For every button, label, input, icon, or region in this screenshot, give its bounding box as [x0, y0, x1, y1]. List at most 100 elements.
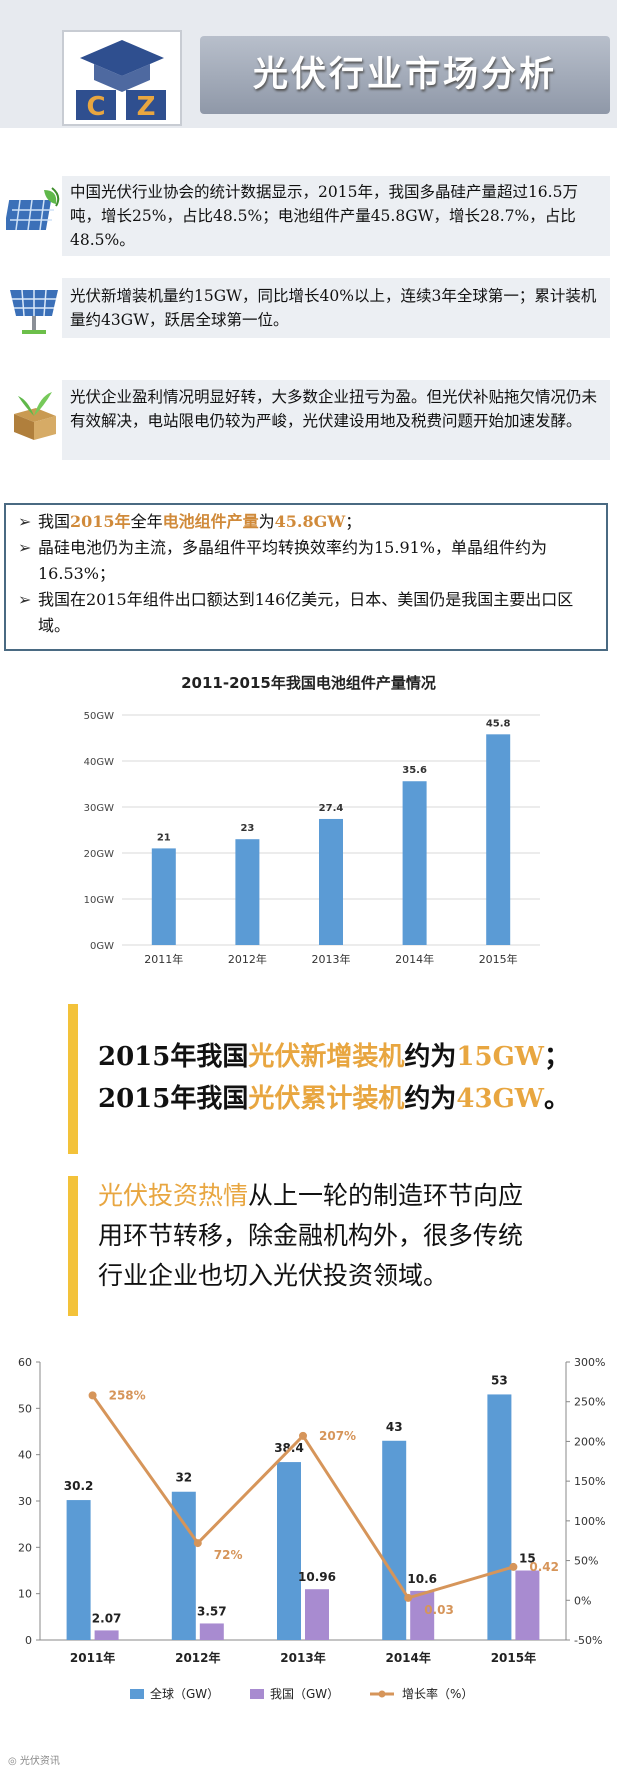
growth-rate-point — [299, 1431, 307, 1440]
info-block-2 — [62, 278, 610, 338]
summary-line-1: ➢ 我国2015年全年电池组件产量为45.8GW； — [12, 509, 600, 535]
data-label: 45.8 — [486, 718, 511, 729]
data-label-china: 10.6 — [407, 1572, 437, 1586]
growth-rate-point — [509, 1562, 518, 1571]
growth-rate-point — [404, 1593, 413, 1602]
data-label-china: 15 — [519, 1552, 536, 1566]
growth-rate-label: 0.42 — [529, 1560, 559, 1574]
info-block-3 — [62, 380, 610, 460]
data-label: 21 — [157, 832, 171, 843]
bar-global — [171, 1491, 196, 1640]
growth-rate-point — [88, 1391, 97, 1400]
x-tick-label: 2011年 — [70, 1650, 115, 1665]
bar-global — [277, 1462, 301, 1640]
page-title: 光伏行业市场分析 — [252, 55, 557, 95]
x-tick-label: 2015年 — [479, 952, 518, 966]
y-right-tick-label: 50% — [574, 1555, 598, 1568]
bar — [402, 781, 427, 945]
y-right-tick-label: 200% — [574, 1435, 605, 1448]
x-tick-label: 2013年 — [280, 1650, 325, 1665]
chart1-title: 2011-2015年我国电池组件产量情况 — [181, 674, 436, 692]
info-text-3: 光伏企业盈利情况明显好转，大多数企业扭亏为盈。但光伏补贴拖欠情况仍未有效解决，电… — [70, 388, 598, 430]
data-label-global: 53 — [491, 1373, 508, 1387]
production-bar-chart: 0GW 10GW 20GW 30GW 40GW 50GW 21 2011年 23 2012年 27.… — [84, 711, 540, 966]
data-label-global: 43 — [386, 1420, 403, 1434]
callout-accent-bar — [68, 1176, 78, 1316]
bar-global — [382, 1440, 407, 1640]
installation-callout: 2015年我国光伏新增装机约为15GW； 2015年我国光伏累计装机约为43GW… — [98, 1042, 571, 1114]
seedling-box-icon — [6, 386, 62, 442]
legend-label: 我国（GW） — [270, 1687, 339, 1701]
legend-swatch — [378, 1690, 386, 1698]
arrow-right-icon: ➢ — [18, 538, 32, 557]
info-text-1: 中国光伏行业协会的统计数据显示，2015年，我国多晶硅产量超过16.5万吨，增长… — [70, 183, 578, 249]
growth-rate-label: 0.03 — [424, 1603, 454, 1617]
legend-label: 增长率（%） — [402, 1686, 473, 1701]
arrow-right-icon: ➢ — [18, 590, 32, 609]
growth-rate-label: 207% — [319, 1429, 356, 1443]
y-tick-label: 40GW — [84, 757, 114, 768]
y-right-tick-label: 0% — [574, 1594, 591, 1607]
company-logo: C Z — [62, 30, 182, 126]
bar-global — [487, 1394, 512, 1640]
bar — [235, 839, 260, 945]
arrow-right-icon: ➢ — [18, 512, 32, 531]
info-block-1 — [62, 176, 610, 256]
data-label: 27.4 — [319, 803, 344, 814]
legend-swatch — [130, 1689, 144, 1699]
x-tick-label: 2012年 — [175, 1650, 220, 1665]
y-left-tick-label: 40 — [18, 1449, 32, 1462]
y-left-tick-label: 20 — [18, 1541, 32, 1554]
summary-box: ➢ 我国2015年全年电池组件产量为45.8GW； ➢ 晶硅电池仍为主流，多晶组件平… — [4, 503, 608, 651]
data-label-global: 32 — [175, 1471, 192, 1485]
y-left-tick-label: 10 — [18, 1588, 32, 1601]
x-tick-label: 2015年 — [491, 1650, 536, 1665]
installation-combo-chart: 0 10 20 30 40 50 60 -50% 0% 50% 100% 150% 200% 250% 30… — [18, 1356, 605, 1701]
legend-swatch — [250, 1689, 264, 1699]
svg-text:Z: Z — [137, 92, 156, 122]
info-text-2: 光伏新增装机量约15GW，同比增长40%以上，连续3年全球第一；累计装机量约43… — [70, 287, 597, 329]
data-label-china: 10.96 — [298, 1570, 336, 1584]
x-tick-label: 2014年 — [395, 952, 434, 966]
bar — [151, 848, 176, 945]
investment-callout: 光伏投资热情从上一轮的制造环节向应用环节转移，除金融机构外，很多传统行业企业也切… — [98, 1181, 524, 1290]
solar-panel-leaf-icon — [3, 184, 62, 240]
x-tick-label: 2012年 — [228, 952, 267, 966]
solar-panel-icon — [6, 282, 62, 338]
bar-china — [410, 1590, 435, 1640]
bar-china — [94, 1630, 119, 1640]
data-label-china: 3.57 — [197, 1604, 227, 1618]
summary-line-3: ➢ 我国在2015年组件出口额达到146亿美元，日本、美国仍是我国主要出口区域。 — [12, 587, 600, 639]
x-tick-label: 2011年 — [144, 952, 183, 966]
summary-line-2: ➢ 晶硅电池仍为主流，多晶组件平均转换效率约为15.91%，单晶组件约为16.53… — [12, 535, 600, 587]
growth-rate-label: 72% — [214, 1548, 243, 1562]
callout-accent-bar — [68, 1004, 78, 1154]
x-tick-label: 2014年 — [385, 1650, 430, 1665]
y-left-tick-label: 50 — [18, 1402, 32, 1415]
y-right-tick-label: -50% — [574, 1634, 602, 1647]
x-tick-label: 2013年 — [312, 952, 351, 966]
y-right-tick-label: 150% — [574, 1475, 605, 1488]
y-tick-label: 0GW — [90, 941, 114, 952]
data-label: 23 — [240, 823, 254, 834]
data-label: 35.6 — [402, 765, 427, 776]
watermark: ◎ 光伏资讯 — [8, 1756, 60, 1767]
y-left-tick-label: 60 — [18, 1356, 32, 1369]
bar-global — [66, 1500, 91, 1640]
data-label-china: 2.07 — [92, 1611, 122, 1625]
y-left-tick-label: 0 — [25, 1634, 32, 1647]
y-right-tick-label: 300% — [574, 1356, 605, 1369]
y-left-tick-label: 30 — [18, 1495, 32, 1508]
bar — [486, 734, 511, 945]
growth-rate-label: 258% — [109, 1388, 146, 1402]
svg-text:C: C — [86, 92, 105, 122]
y-tick-label: 10GW — [84, 895, 114, 906]
growth-rate-line — [91, 1394, 514, 1600]
y-right-tick-label: 100% — [574, 1515, 605, 1528]
y-tick-label: 50GW — [84, 711, 114, 722]
data-label-global: 30.2 — [64, 1479, 94, 1493]
y-tick-label: 30GW — [84, 803, 114, 814]
growth-rate-point — [193, 1539, 202, 1548]
bar-china — [199, 1623, 224, 1640]
bar — [319, 818, 343, 945]
